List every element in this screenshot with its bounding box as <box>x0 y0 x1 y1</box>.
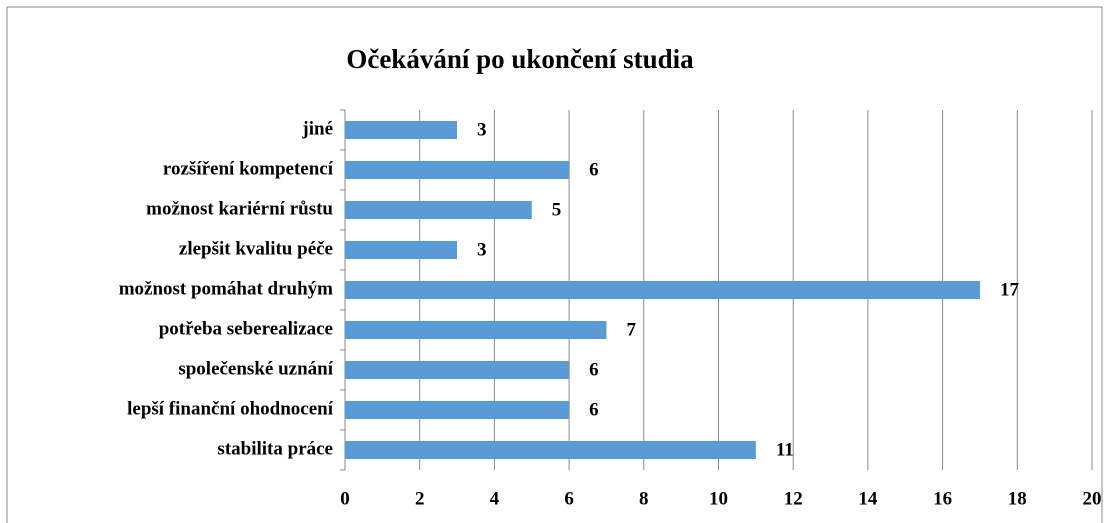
x-tick-label: 6 <box>564 488 574 509</box>
y-tick-label: možnost kariérní růstu <box>146 198 333 219</box>
bar <box>345 121 458 139</box>
data-label: 5 <box>552 199 562 220</box>
y-tick-label: potřeba seberealizace <box>159 318 333 339</box>
x-tick-label: 14 <box>858 488 878 509</box>
y-tick-label: rozšíření kompetencí <box>163 158 334 179</box>
y-tick-label: možnost pomáhat druhým <box>119 278 333 299</box>
bar <box>345 161 570 179</box>
y-tick-label: zlepšit kvalitu péče <box>179 238 333 259</box>
y-tick-label: společenské uznání <box>178 358 333 379</box>
x-tick-label: 8 <box>639 488 649 509</box>
x-tick-label: 16 <box>933 488 952 509</box>
data-label: 6 <box>589 359 599 380</box>
x-tick-label: 2 <box>415 488 425 509</box>
data-label: 7 <box>626 319 636 340</box>
chart-border <box>6 6 1103 523</box>
y-tick-label: lepší finanční ohodnocení <box>127 398 334 419</box>
x-tick-label: 18 <box>1008 488 1027 509</box>
chart-title: Očekávání po ukončení studia <box>346 44 694 74</box>
x-tick-label: 12 <box>784 488 803 509</box>
bar <box>345 281 980 299</box>
data-label: 3 <box>477 119 487 140</box>
y-tick-label: stabilita práce <box>217 438 333 459</box>
bar <box>345 361 570 379</box>
data-label: 6 <box>589 399 599 420</box>
data-label: 3 <box>477 239 487 260</box>
data-label: 17 <box>1000 279 1020 300</box>
bar <box>345 241 458 259</box>
y-tick-label: jiné <box>301 118 333 139</box>
bar <box>345 201 532 219</box>
bar <box>345 401 570 419</box>
data-label: 11 <box>776 439 794 460</box>
bar <box>345 441 756 459</box>
x-tick-label: 4 <box>490 488 500 509</box>
data-label: 6 <box>589 159 599 180</box>
bar <box>345 321 607 339</box>
x-tick-label: 0 <box>340 488 350 509</box>
x-tick-label: 20 <box>1083 488 1102 509</box>
x-tick-label: 10 <box>709 488 728 509</box>
